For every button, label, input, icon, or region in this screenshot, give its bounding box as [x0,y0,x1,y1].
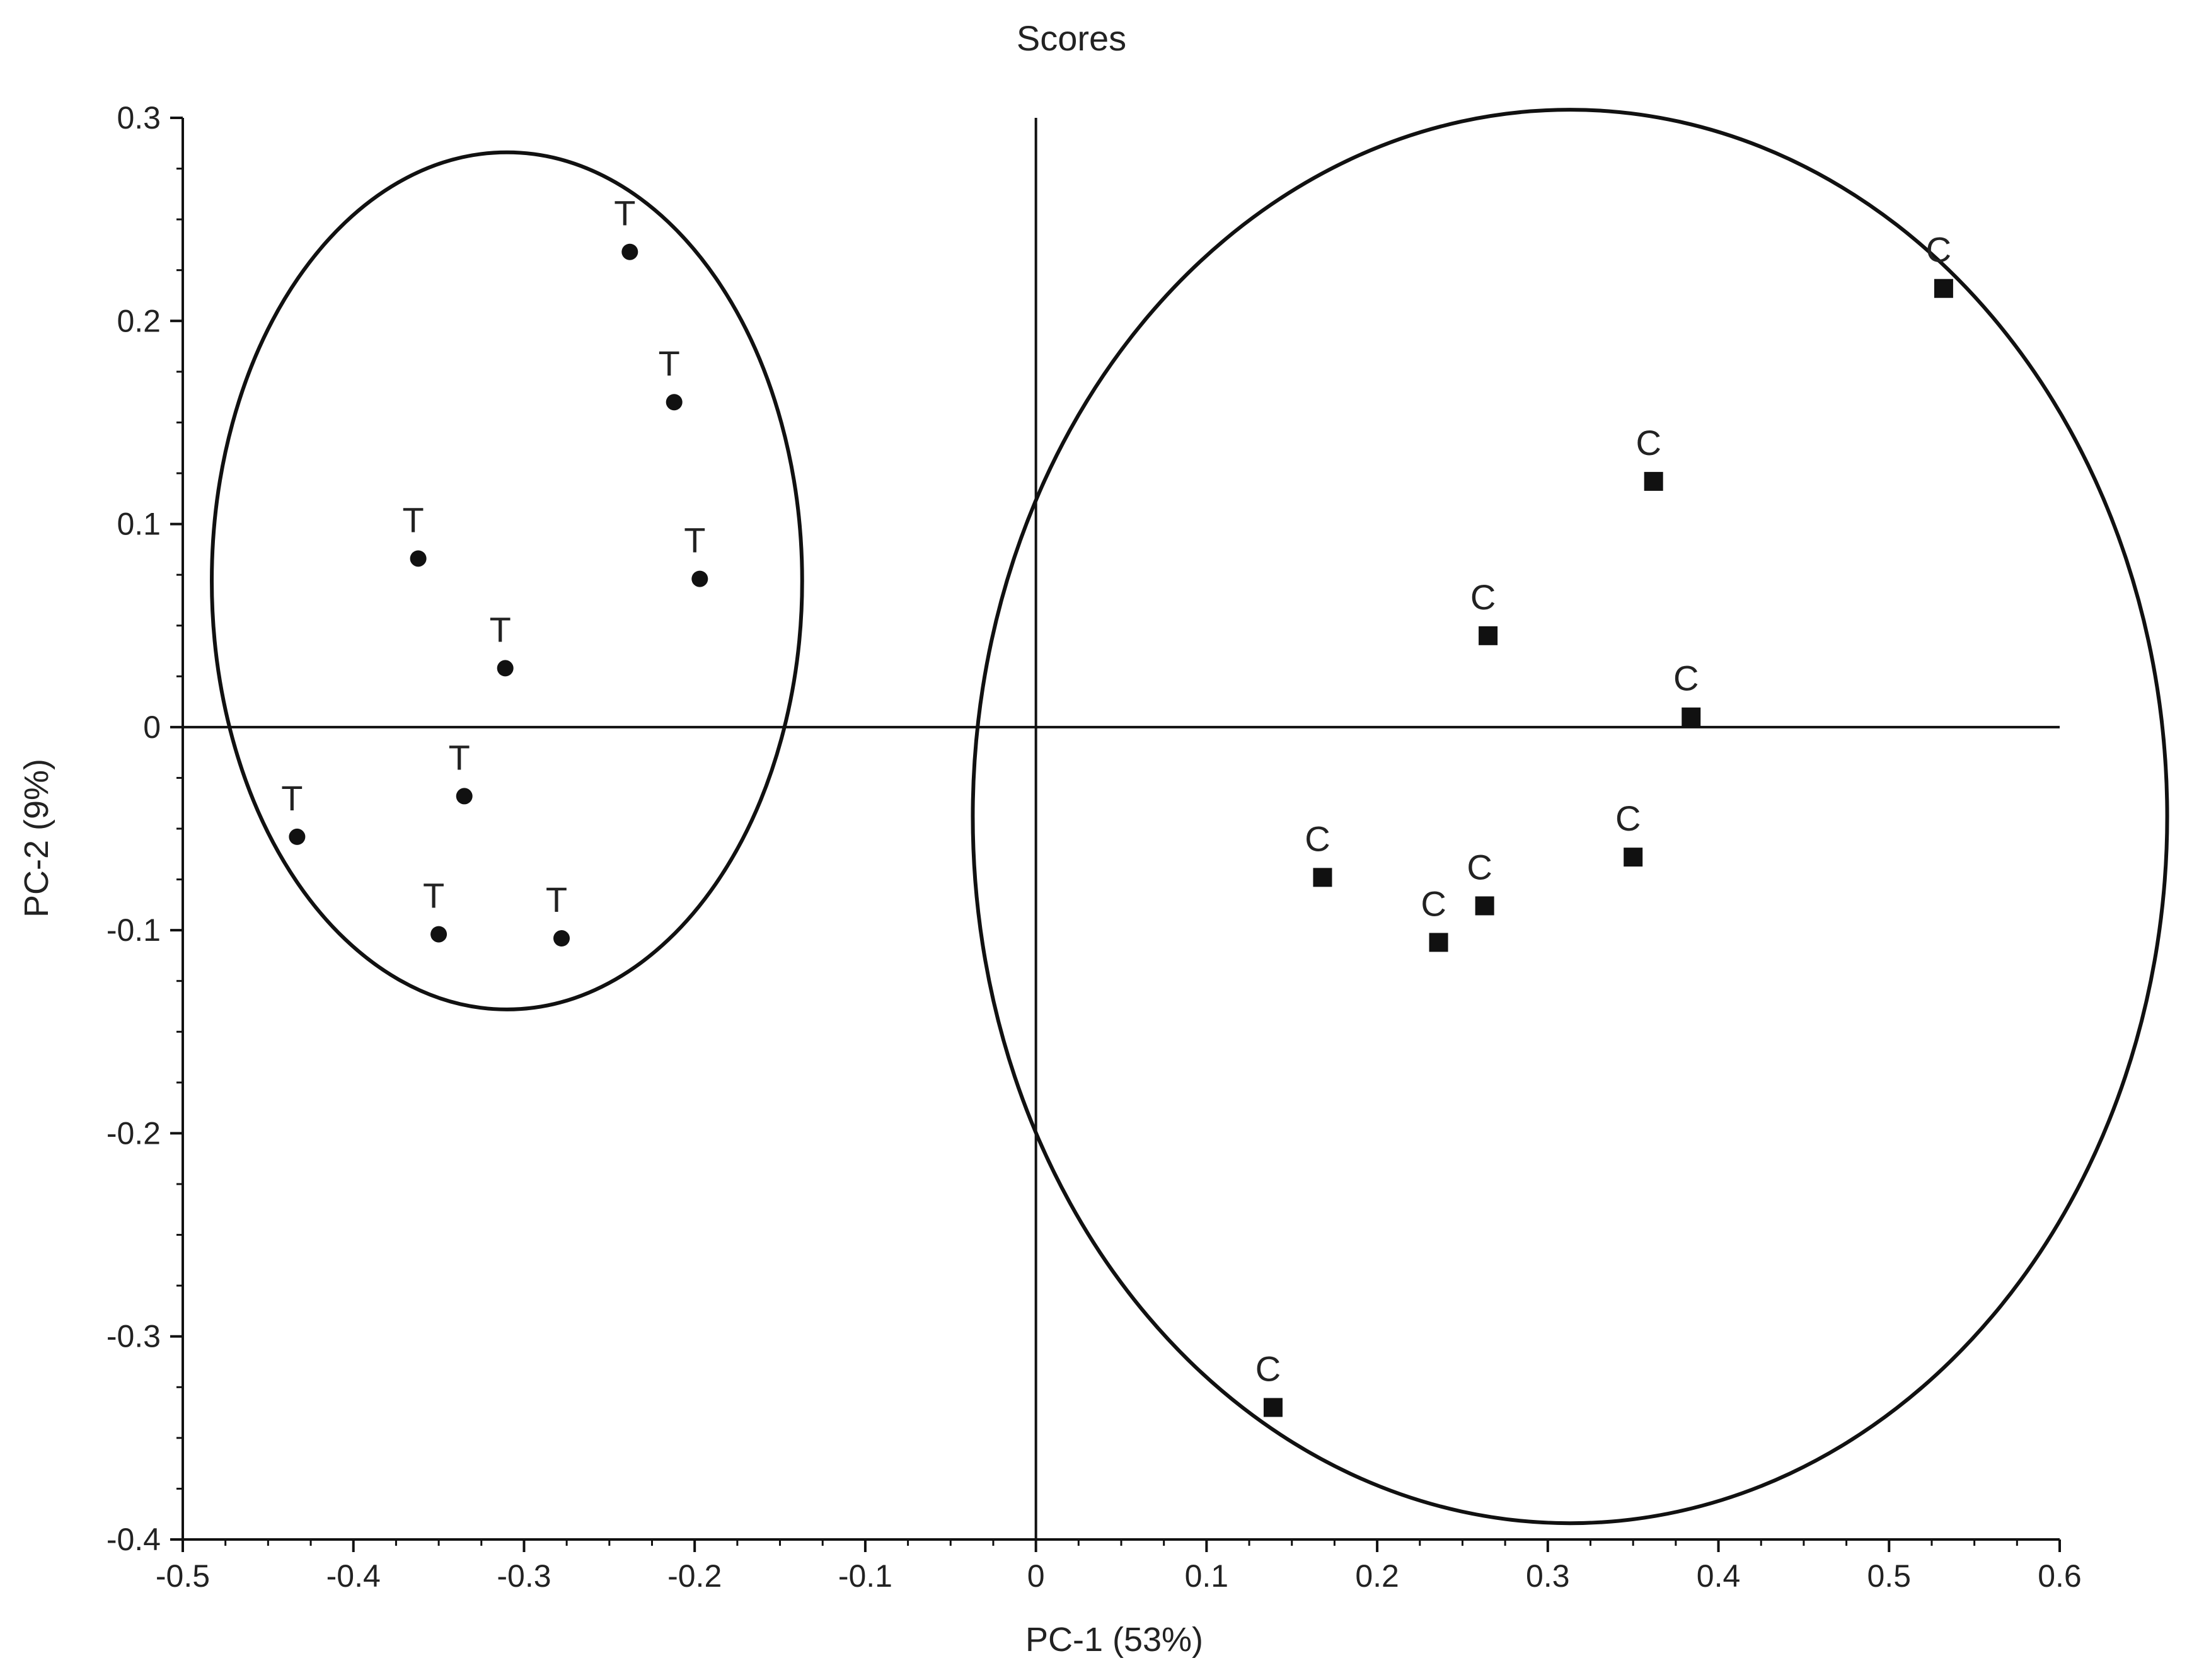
point-marker-square [1934,279,1953,298]
point-marker-circle [430,926,447,943]
y-tick-label: -0.1 [107,912,161,948]
point-marker-square [1263,1398,1283,1417]
point-marker-square [1429,933,1448,952]
group-ellipses [210,108,2169,1526]
x-axis-label: PC-1 (53%) [1025,1621,1203,1659]
point-marker-square [1644,471,1663,491]
point-label: C [1470,577,1496,617]
x-tick-label: 0.2 [1355,1558,1399,1594]
point-label: T [659,343,680,383]
point-marker-square [1475,896,1494,916]
point-marker-circle [553,930,570,947]
x-tick-label: 0.1 [1185,1558,1229,1594]
point-marker-circle [666,394,683,411]
point-label: T [423,876,444,916]
point-label: C [1636,423,1661,463]
point-marker-square [1624,848,1643,867]
point-marker-square [1313,868,1332,887]
y-tick-label: -0.2 [107,1115,161,1151]
x-tick-label: 0.4 [1697,1558,1741,1594]
point-label: T [614,193,635,233]
point-label: T [684,521,705,560]
point-label: T [449,737,470,777]
x-tick-label: 0.5 [1867,1558,1912,1594]
axes: -0.5 -0.4 -0.3 -0.2 -0.1 0 0.1 0.2 0.3 0.4 0.5 0.60… [107,100,2082,1594]
point-marker-square [1479,626,1498,645]
point-marker-circle [691,570,708,587]
group-ellipse-1 [210,150,804,1011]
point-marker-circle [456,788,473,805]
x-tick-label: -0.5 [156,1558,210,1594]
x-tick-label: 0.3 [1526,1558,1570,1594]
y-tick-label: 0 [143,710,161,745]
point-marker-circle [497,660,514,677]
chart-title: Scores [1017,18,1126,58]
point-label: T [490,609,511,649]
x-tick-label: -0.1 [838,1558,892,1594]
point-label: C [1255,1349,1281,1389]
group-ellipse-2 [971,108,2169,1526]
y-tick-label: -0.3 [107,1319,161,1354]
x-tick-label: 0 [1027,1558,1045,1594]
x-tick-label: -0.4 [326,1558,381,1594]
y-axis-label: PC-2 (9%) [18,759,55,918]
point-label: C [1421,883,1446,923]
y-tick-label: 0.3 [117,100,161,135]
point-label: C [1926,230,1951,270]
point-marker-square [1682,707,1701,727]
point-marker-circle [289,828,306,845]
y-tick-label: -0.4 [107,1522,161,1557]
y-tick-label: 0.2 [117,303,161,338]
point-label: C [1305,819,1330,858]
point-label: T [281,778,303,818]
point-label: C [1673,659,1699,698]
y-tick-label: 0.1 [117,507,161,542]
x-tick-label: 0.6 [2038,1558,2082,1594]
point-marker-circle [621,243,638,260]
x-tick-label: -0.2 [667,1558,722,1594]
point-label: C [1615,798,1641,838]
point-label: T [402,500,424,539]
point-label: T [546,880,567,919]
point-label: C [1467,847,1492,887]
x-tick-label: -0.3 [497,1558,551,1594]
point-marker-circle [410,550,427,567]
